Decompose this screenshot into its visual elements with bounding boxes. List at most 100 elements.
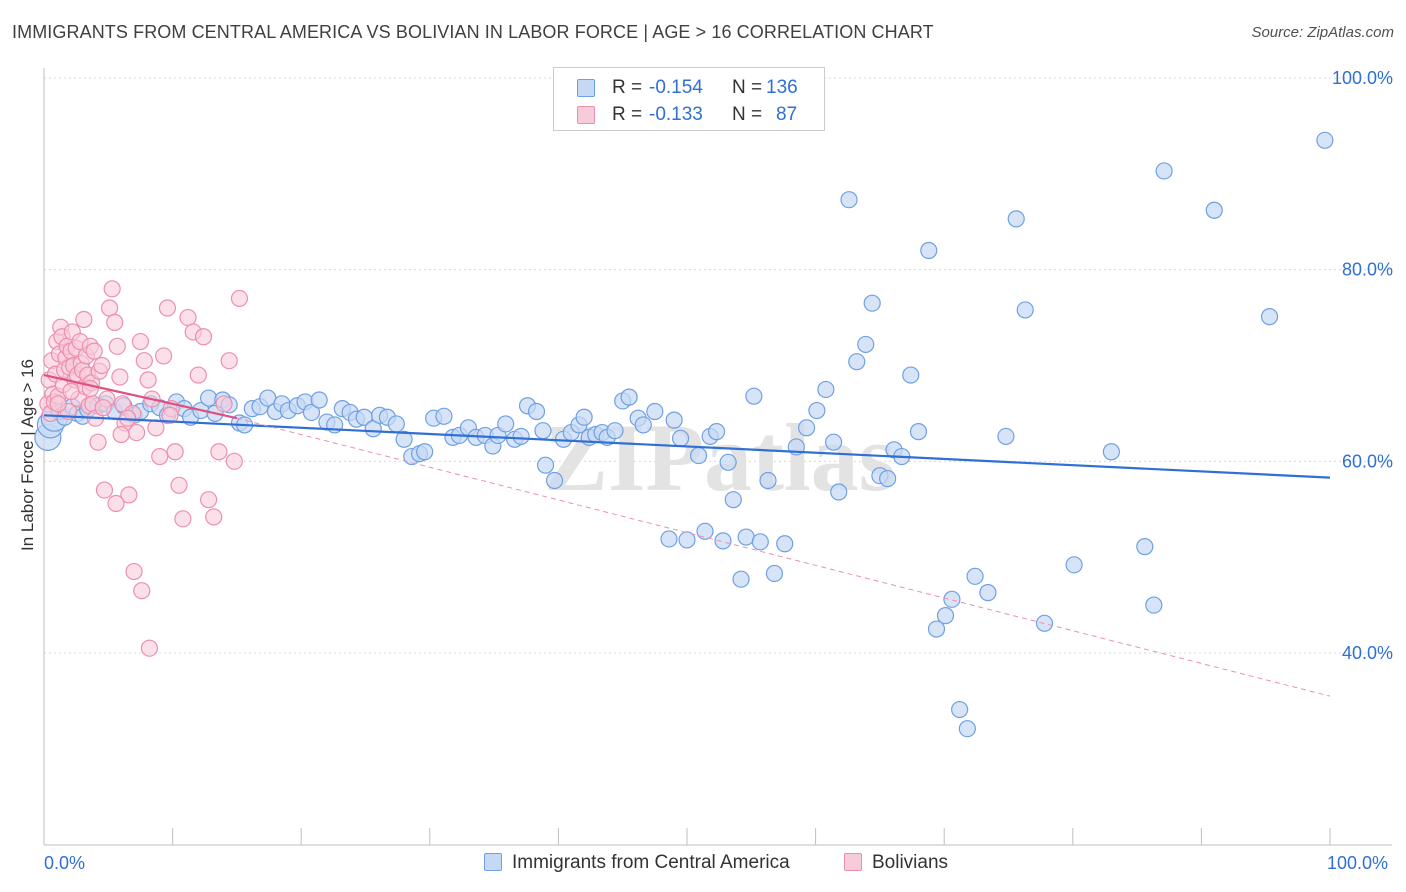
pink-swatch (577, 106, 595, 124)
central-america-point (840, 191, 858, 209)
x-axis-max-label: 100.0% (1327, 853, 1389, 873)
central-america-point (951, 700, 969, 719)
central-america-point (575, 408, 593, 426)
central-america-point (719, 453, 737, 471)
central-america-point (527, 402, 546, 421)
bolivian-trend-extension (236, 417, 1331, 697)
bolivian-point (100, 299, 119, 317)
central-america-point (1007, 210, 1025, 228)
bolivian-point (125, 562, 143, 581)
bolivian-point (94, 399, 112, 417)
central-america-point (776, 535, 794, 553)
legend-row-central-america: R = -0.154 N = 136 (554, 75, 824, 101)
central-america-point (302, 403, 321, 422)
central-america-point (1035, 614, 1054, 632)
central-america-point (435, 407, 453, 425)
central-america-point (808, 401, 826, 420)
bolivian-point (103, 280, 121, 298)
bolivian-point (85, 342, 103, 360)
bolivian-point (230, 289, 249, 308)
central-america-point (536, 456, 555, 474)
bolivian-point (140, 639, 159, 657)
central-america-point (395, 430, 413, 448)
bolivian-point (189, 366, 207, 384)
bolivian-point (133, 582, 151, 600)
central-america-point (759, 471, 777, 490)
central-america-point (997, 427, 1015, 446)
bolivian-point (139, 371, 157, 389)
bolivian-point (127, 423, 146, 442)
central-america-point (765, 564, 784, 583)
central-america-point (1145, 596, 1163, 614)
central-america-point (857, 335, 875, 354)
blue-swatch (484, 853, 502, 871)
central-america-point (387, 415, 405, 433)
legend-label: Bolivians (872, 852, 949, 873)
central-america-point (310, 391, 328, 409)
bolivian-point (135, 352, 153, 370)
bolivian-point (75, 310, 93, 329)
central-america-point (1016, 301, 1034, 319)
bolivian-point (49, 395, 67, 413)
central-america-point (879, 469, 897, 488)
bolivian-point (154, 347, 173, 365)
r-value: -0.154 (649, 77, 703, 98)
central-america-point (943, 590, 961, 608)
central-america-point (512, 427, 530, 446)
r-label: R = (612, 77, 643, 98)
bolivian-point (93, 356, 111, 375)
central-america-point (1065, 556, 1083, 574)
central-america-point (909, 423, 928, 441)
bolivian-point (131, 332, 150, 351)
central-america-point (646, 402, 664, 421)
bolivian-point (170, 476, 188, 494)
bolivian-point (147, 419, 165, 437)
central-america-point (863, 294, 881, 312)
legend-row-bolivians: R = -0.133 N = 87 (554, 102, 824, 128)
central-america-point (660, 530, 678, 548)
central-america-point (1155, 162, 1173, 180)
central-america-point (797, 419, 816, 437)
central-america-point (1205, 201, 1223, 219)
central-america-point (416, 443, 434, 461)
source-label: Source: ZipAtlas.com (1251, 24, 1394, 41)
central-america-point (1102, 443, 1120, 461)
bolivian-point (161, 406, 179, 424)
central-america-point (534, 422, 552, 440)
n-label: N = (732, 104, 763, 125)
pink-swatch (844, 853, 862, 871)
central-america-point (848, 353, 866, 371)
central-america-point (902, 366, 920, 384)
bolivian-point (81, 379, 99, 398)
central-america-point (606, 422, 624, 440)
bolivian-point (205, 508, 223, 526)
central-america-point (678, 531, 696, 549)
central-america-point (634, 416, 652, 434)
central-america-point (732, 570, 750, 588)
central-america-point (958, 720, 976, 738)
y-tick-label: 60.0% (1342, 451, 1393, 471)
bottom-legend-bolivians: Bolivians (844, 852, 948, 874)
bolivian-point (225, 452, 243, 470)
bolivian-point (108, 337, 126, 355)
central-america-point (979, 584, 997, 602)
central-america-point (545, 471, 564, 490)
central-america-point (620, 388, 638, 406)
n-label: N = (732, 77, 763, 98)
legend-label: Immigrants from Central America (512, 852, 790, 873)
chart-title: IMMIGRANTS FROM CENTRAL AMERICA VS BOLIV… (12, 22, 934, 42)
central-america-point (696, 522, 714, 540)
central-america-point (830, 483, 848, 501)
bolivian-trend-line (43, 374, 238, 420)
central-america-point (920, 241, 938, 260)
central-america-point (497, 415, 515, 433)
bolivian-point (166, 443, 184, 461)
central-america-trend-line (43, 414, 1331, 479)
central-america-point (751, 533, 769, 551)
central-america-point (665, 411, 683, 429)
bolivian-point (95, 481, 114, 499)
central-america-point (724, 491, 742, 509)
central-america-point (745, 387, 763, 405)
y-tick-label: 80.0% (1342, 260, 1393, 280)
